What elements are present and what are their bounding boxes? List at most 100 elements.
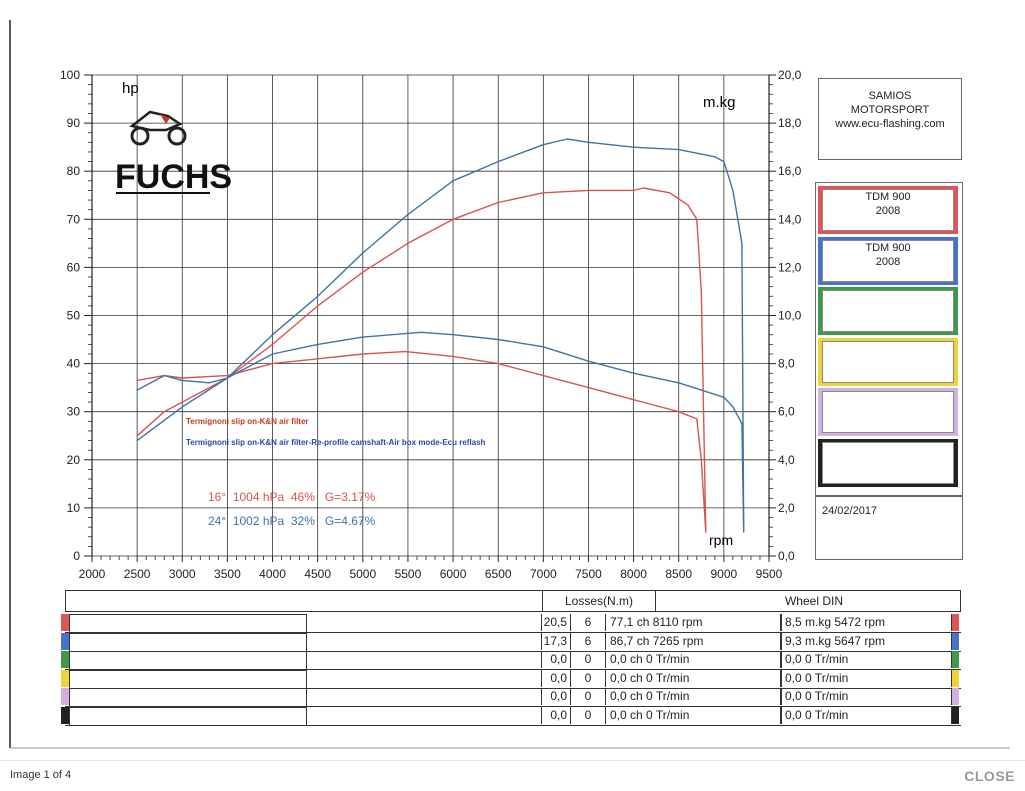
legend-slot-inner xyxy=(822,391,954,433)
series-4-point xyxy=(633,372,635,374)
x-tick-label: 5500 xyxy=(395,567,422,581)
series-1-point xyxy=(669,192,671,194)
row-info-cell xyxy=(305,706,542,724)
x-tick-label: 6000 xyxy=(440,567,467,581)
series-2-point xyxy=(678,411,680,413)
table-row: 0,0 0 0,0 ch 0 Tr/min 0,0 0 Tr/min xyxy=(61,651,961,670)
hp-tick-label: 70 xyxy=(67,212,81,226)
losses-count: 6 xyxy=(571,632,606,650)
max-power-value: 0,0 ch 0 Tr/min xyxy=(607,706,781,724)
series-3-point xyxy=(181,406,183,408)
fuchs-logo: FUCHS xyxy=(115,158,232,196)
series-4-point xyxy=(732,406,734,408)
hp-tick-label: 100 xyxy=(60,68,80,82)
row-color-swatch xyxy=(61,651,69,668)
hp-axis-label: hp xyxy=(122,80,139,97)
series-1-point xyxy=(542,192,544,194)
max-power-value: 0,0 ch 0 Tr/min xyxy=(607,688,781,705)
legend-slot: TDM 900 2008 xyxy=(818,236,958,285)
series-1-point xyxy=(317,305,319,307)
viewer-footer: Image 1 of 4 CLOSE xyxy=(0,760,1025,791)
series-1-point xyxy=(271,343,274,345)
legend-slot-inner xyxy=(822,441,954,484)
series-1-point xyxy=(587,189,590,191)
series-3-point xyxy=(452,180,454,182)
x-tick-label: 7000 xyxy=(530,567,557,581)
series-3-point xyxy=(714,156,716,158)
losses-value: 0,0 xyxy=(541,688,571,705)
x-tick-label: 3500 xyxy=(214,567,241,581)
mkg-tick-label: 8,0 xyxy=(778,357,795,371)
series-1-point xyxy=(452,218,454,220)
mkg-tick-label: 20,0 xyxy=(778,68,802,82)
row-info-cell xyxy=(305,688,542,705)
max-torque-value: 0,0 0 Tr/min xyxy=(781,669,952,687)
max-power-value: 0,0 ch 0 Tr/min xyxy=(607,669,781,687)
losses-value: 20,5 xyxy=(541,614,571,631)
series-4-point xyxy=(723,396,725,398)
series-3-power-line xyxy=(136,138,745,533)
x-tick-label: 9500 xyxy=(756,567,783,581)
test-date: 24/02/2017 xyxy=(822,505,878,517)
max-torque-value: 0,0 0 Tr/min xyxy=(781,706,952,724)
x-tick-label: 6500 xyxy=(485,567,512,581)
losses-value: 17,3 xyxy=(541,632,571,650)
row-name-cell xyxy=(69,688,307,706)
mkg-tick-label: 18,0 xyxy=(778,116,802,130)
series-2-point xyxy=(696,418,698,420)
mkg-tick-label: 16,0 xyxy=(778,164,802,178)
losses-value: 0,0 xyxy=(541,651,571,668)
legend-slot-inner xyxy=(822,189,954,231)
row-color-swatch xyxy=(951,614,959,631)
hp-tick-label: 10 xyxy=(67,501,81,515)
series-3-point xyxy=(136,440,138,442)
legend-year: 2008 xyxy=(875,255,901,268)
row-info-cell xyxy=(305,614,542,631)
mkg-tick-label: 2,0 xyxy=(778,501,795,515)
row-color-swatch xyxy=(61,632,69,650)
series-3-point xyxy=(566,138,568,140)
row-name-cell xyxy=(69,651,307,669)
series-1-point xyxy=(362,271,364,273)
x-tick-label: 4000 xyxy=(259,567,286,581)
mkg-tick-label: 4,0 xyxy=(778,453,795,467)
series-4-point xyxy=(587,360,590,362)
x-tick-label: 3000 xyxy=(169,567,196,581)
series-2-point xyxy=(136,379,138,381)
legend-slot xyxy=(818,337,958,386)
series-4-point xyxy=(741,423,743,425)
series-2-point xyxy=(317,358,319,360)
series-1-point xyxy=(633,189,635,191)
hp-tick-label: 20 xyxy=(67,453,81,467)
close-button[interactable]: CLOSE xyxy=(964,768,1015,784)
series-2-point xyxy=(452,355,454,357)
company-line-2: MOTORSPORT xyxy=(850,104,930,116)
series-3-point xyxy=(741,242,743,244)
losses-value: 0,0 xyxy=(541,706,571,724)
row-color-swatch xyxy=(61,688,69,705)
series-4-point xyxy=(163,375,165,377)
legend-slot xyxy=(818,438,958,487)
company-line-1: SAMIOS xyxy=(868,90,912,102)
legend-series-1: Termignoni slip on-K&N air filter xyxy=(186,417,309,426)
series-1-point xyxy=(642,187,645,189)
mkg-tick-label: 10,0 xyxy=(778,309,802,323)
x-tick-label: 2000 xyxy=(79,567,106,581)
series-4-point xyxy=(743,531,745,533)
row-name-cell xyxy=(69,632,307,651)
row-name-cell xyxy=(69,706,307,725)
series-4-point xyxy=(542,346,544,348)
series-1-point xyxy=(700,290,702,292)
losses-header: Losses(N.m) xyxy=(542,591,656,611)
legend-slot-label: TDM 900 2008 xyxy=(818,241,958,269)
series-2-point xyxy=(271,363,274,365)
series-1-point xyxy=(696,218,698,220)
row-color-swatch xyxy=(61,614,69,631)
x-tick-label: 5000 xyxy=(349,567,376,581)
max-torque-value: 0,0 0 Tr/min xyxy=(781,651,952,668)
hp-tick-label: 30 xyxy=(67,405,81,419)
wheel-din-header: Wheel DIN xyxy=(784,594,843,608)
series-1-point xyxy=(163,411,165,413)
mkg-axis-label: m.kg xyxy=(703,94,736,111)
series-4-point xyxy=(271,353,274,355)
